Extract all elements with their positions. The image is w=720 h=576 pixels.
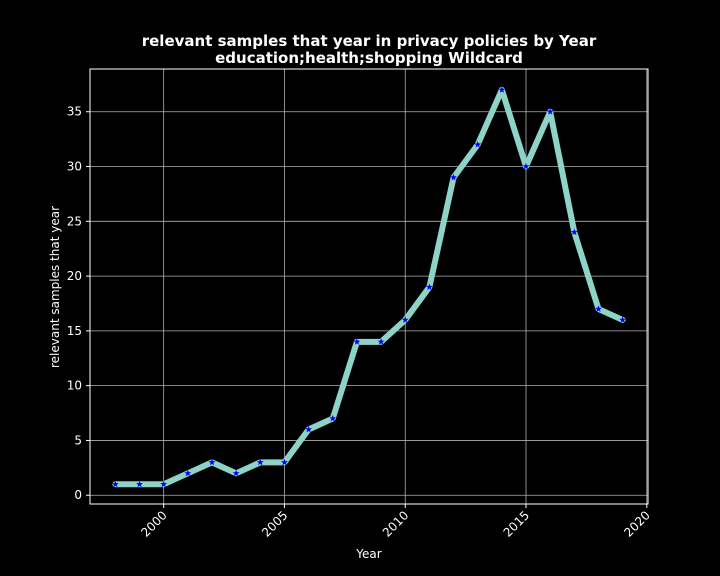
- series: [111, 86, 627, 488]
- y-tick-label: 10: [67, 379, 82, 393]
- x-axis-label: Year: [355, 547, 381, 561]
- chart-subtitle: education;health;shopping Wildcard: [215, 49, 523, 67]
- data-point-star: [136, 480, 143, 488]
- data-point-star: [208, 458, 216, 466]
- data-point-star: [281, 458, 288, 466]
- y-tick-label: 15: [67, 324, 82, 338]
- data-point-star: [546, 108, 554, 115]
- y-axis-label: relevant samples that year: [48, 206, 62, 368]
- y-tick-label: 30: [67, 160, 82, 174]
- data-point-star: [184, 469, 192, 477]
- data-point-star: [256, 458, 264, 466]
- y-tick-label: 20: [67, 269, 82, 283]
- grid: [90, 69, 648, 504]
- data-point-star: [570, 228, 578, 236]
- y-tick-label: 35: [67, 105, 82, 119]
- series-line: [112, 86, 626, 488]
- data-point-star: [522, 162, 530, 170]
- y-tick-label: 0: [74, 488, 82, 502]
- data-point-star: [498, 86, 506, 93]
- data-point-star: [353, 338, 361, 345]
- data-point-star: [595, 305, 602, 312]
- data-point-star: [160, 480, 168, 488]
- data-point-star: [619, 316, 627, 323]
- data-point-star: [305, 425, 313, 433]
- data-point-star: [401, 316, 409, 323]
- data-point-star: [450, 173, 457, 181]
- data-point-star: [111, 480, 119, 488]
- data-point-star: [474, 141, 482, 148]
- plot-frame: [89, 68, 649, 505]
- y-tick-label: 25: [67, 214, 82, 228]
- data-point-star: [377, 338, 385, 345]
- data-point-star: [329, 414, 337, 422]
- data-point-star: [232, 469, 240, 477]
- chart-title: relevant samples that year in privacy po…: [142, 32, 597, 50]
- y-tick-label: 5: [74, 433, 82, 447]
- data-point-star: [425, 283, 433, 290]
